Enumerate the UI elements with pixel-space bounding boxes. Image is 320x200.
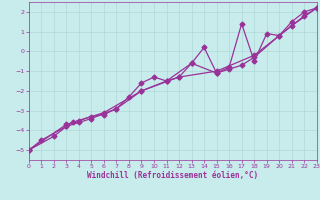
- X-axis label: Windchill (Refroidissement éolien,°C): Windchill (Refroidissement éolien,°C): [87, 171, 258, 180]
